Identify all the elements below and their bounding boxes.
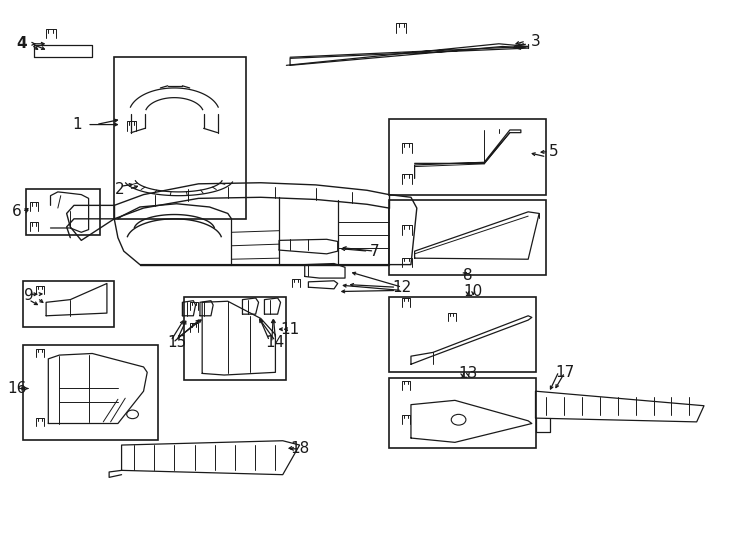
Text: 18: 18 (290, 441, 309, 456)
Text: 16: 16 (7, 381, 26, 396)
Text: 9: 9 (23, 288, 34, 303)
Bar (389, 119, 547, 194)
Text: 1: 1 (73, 117, 82, 132)
Bar (23, 346, 159, 440)
Text: 6: 6 (12, 204, 22, 219)
Text: 15: 15 (167, 335, 186, 350)
Bar (184, 297, 286, 380)
Text: 12: 12 (393, 280, 412, 295)
Bar (389, 377, 536, 448)
Bar (115, 57, 246, 219)
Text: 14: 14 (266, 335, 285, 350)
Text: 3: 3 (531, 33, 540, 49)
Circle shape (127, 410, 139, 418)
Text: 2: 2 (115, 181, 124, 197)
Text: 13: 13 (459, 367, 478, 381)
Text: 11: 11 (280, 322, 299, 337)
Text: 4: 4 (16, 36, 26, 51)
Bar (23, 281, 115, 327)
Text: 8: 8 (463, 268, 473, 283)
Text: 10: 10 (464, 284, 483, 299)
Text: 5: 5 (549, 144, 559, 159)
Text: 7: 7 (369, 244, 379, 259)
Bar (389, 200, 547, 275)
Bar (389, 297, 536, 373)
Text: 17: 17 (555, 365, 575, 380)
Circle shape (451, 414, 466, 425)
Bar (26, 189, 100, 235)
